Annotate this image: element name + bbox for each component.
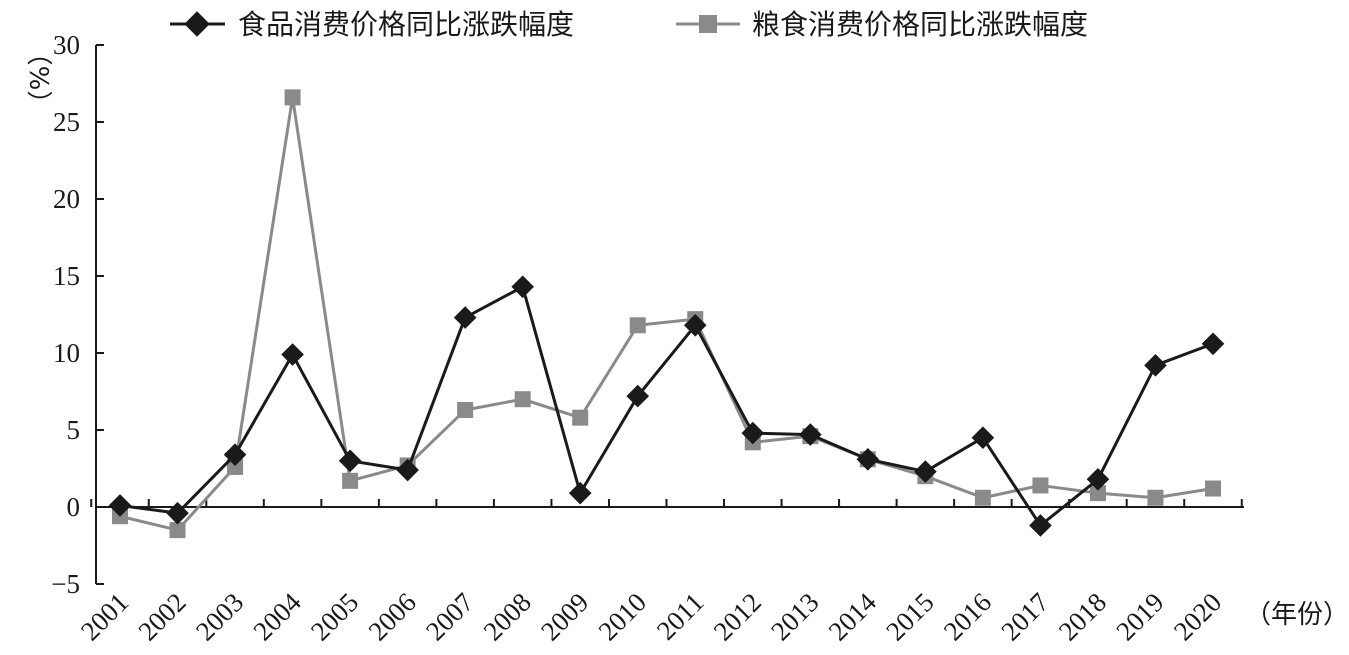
y-axis-ticks: 30 25 20 15 10 5 0 −5 bbox=[51, 30, 104, 599]
x-tick-label: 2006 bbox=[362, 587, 421, 646]
y-tick-label: 20 bbox=[53, 184, 80, 214]
x-tick-label: 2015 bbox=[880, 587, 939, 646]
x-tick-label: 2019 bbox=[1110, 587, 1169, 646]
data-point bbox=[626, 384, 650, 408]
data-point bbox=[514, 391, 531, 408]
x-tick-label: 2020 bbox=[1168, 587, 1227, 646]
x-tick-label: 2011 bbox=[651, 587, 710, 646]
series-grain bbox=[112, 89, 1221, 539]
x-tick-label: 2016 bbox=[938, 587, 997, 646]
data-point bbox=[227, 458, 244, 475]
y-tick-label: 10 bbox=[53, 338, 80, 368]
data-point bbox=[856, 447, 880, 471]
series-food bbox=[108, 275, 1225, 537]
x-tick-label: 2005 bbox=[305, 587, 364, 646]
axes bbox=[95, 45, 1244, 584]
data-point bbox=[629, 317, 646, 334]
data-point bbox=[281, 343, 304, 366]
legend: 食品消费价格同比涨跌幅度 粮食消费价格同比涨跌幅度 bbox=[170, 8, 1088, 41]
data-point bbox=[799, 423, 822, 446]
data-point bbox=[396, 458, 419, 482]
data-point bbox=[1147, 489, 1164, 506]
data-point bbox=[572, 409, 589, 426]
data-point bbox=[1144, 354, 1167, 377]
x-axis-ticks: 2001200220032004200520062007200820092010… bbox=[75, 499, 1243, 647]
legend-item-grain: 粮食消费价格同比涨跌幅度 bbox=[676, 8, 1088, 41]
x-tick-label: 2017 bbox=[995, 587, 1054, 646]
x-tick-label: 2018 bbox=[1053, 587, 1112, 646]
x-tick-label: 2007 bbox=[420, 587, 479, 646]
series-line bbox=[119, 95, 1214, 532]
data-point bbox=[457, 401, 474, 418]
y-tick-label: 0 bbox=[67, 492, 81, 522]
x-tick-label: 2014 bbox=[823, 587, 883, 647]
y-tick-label: 5 bbox=[67, 415, 81, 445]
data-point bbox=[741, 421, 765, 445]
x-tick-label: 2008 bbox=[478, 587, 537, 646]
x-tick-label: 2010 bbox=[593, 587, 652, 646]
y-axis-label: （%） bbox=[23, 40, 53, 117]
x-tick-label: 2009 bbox=[535, 587, 594, 646]
data-point bbox=[974, 489, 991, 506]
data-point bbox=[1032, 477, 1049, 494]
x-tick-label: 2013 bbox=[765, 587, 824, 646]
data-point bbox=[568, 481, 592, 505]
x-tick-label: 2002 bbox=[132, 587, 191, 646]
x-tick-label: 2004 bbox=[247, 587, 307, 647]
x-tick-label: 2001 bbox=[75, 587, 134, 646]
data-point bbox=[511, 275, 534, 299]
y-tick-label: 25 bbox=[53, 107, 80, 137]
data-point bbox=[1205, 480, 1221, 497]
data-point bbox=[1029, 514, 1052, 537]
x-tick-label: 2012 bbox=[708, 587, 767, 646]
data-point bbox=[166, 501, 189, 525]
data-point bbox=[1089, 485, 1106, 502]
data-point bbox=[169, 522, 186, 539]
data-point bbox=[971, 426, 995, 450]
x-axis-label: （年份） bbox=[1245, 600, 1349, 630]
data-point bbox=[1201, 332, 1225, 356]
legend-item-food: 食品消费价格同比涨跌幅度 bbox=[170, 8, 574, 41]
data-point bbox=[914, 460, 937, 483]
legend-marker-grain bbox=[699, 15, 717, 33]
y-tick-label: 30 bbox=[53, 30, 80, 60]
y-tick-label: 15 bbox=[53, 261, 80, 291]
data-point bbox=[338, 449, 362, 473]
legend-marker-food bbox=[184, 11, 210, 37]
series-line bbox=[119, 285, 1214, 527]
series-layer bbox=[108, 89, 1225, 539]
legend-label-food: 食品消费价格同比涨跌幅度 bbox=[238, 8, 574, 41]
data-point bbox=[342, 472, 359, 489]
data-point bbox=[1086, 467, 1110, 491]
x-tick-label: 2003 bbox=[190, 587, 249, 646]
data-point bbox=[284, 89, 301, 106]
data-point bbox=[453, 306, 477, 329]
y-tick-label: −5 bbox=[51, 569, 80, 599]
data-point bbox=[683, 313, 707, 337]
legend-label-grain: 粮食消费价格同比涨跌幅度 bbox=[752, 8, 1088, 41]
